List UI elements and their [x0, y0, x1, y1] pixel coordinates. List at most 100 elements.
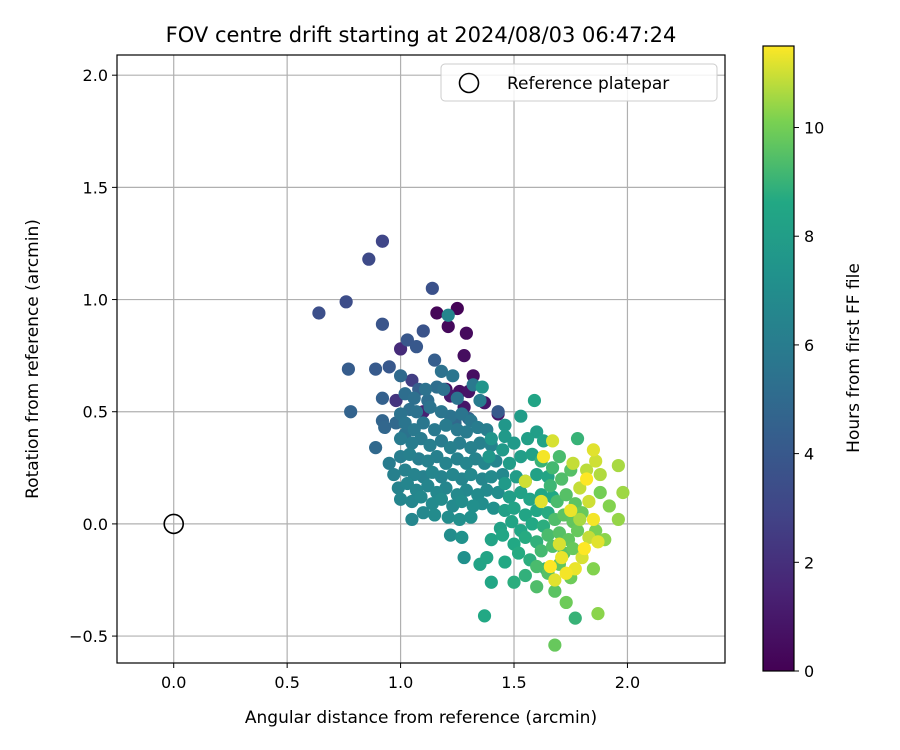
data-point: [369, 441, 383, 455]
data-point: [518, 474, 532, 488]
data-point: [491, 485, 505, 500]
colorbar-label: Hours from first FF file: [844, 263, 864, 453]
data-point: [484, 575, 498, 589]
data-point: [423, 438, 437, 452]
data-point: [559, 566, 573, 580]
data-point: [450, 391, 464, 405]
x-axis-label: Angular distance from reference (arcmin): [245, 708, 597, 728]
data-point: [543, 479, 557, 493]
legend-box: [440, 63, 718, 102]
chart-title: FOV centre drift starting at 2024/08/03 …: [166, 23, 677, 47]
data-point: [428, 353, 442, 367]
data-point: [530, 425, 544, 439]
data-point: [393, 432, 408, 446]
data-point: [514, 409, 528, 423]
data-point: [552, 526, 566, 540]
data-point: [543, 559, 557, 574]
data-point: [421, 479, 435, 493]
data-point: [536, 434, 551, 448]
data-point: [486, 501, 501, 515]
data-point: [525, 517, 539, 531]
data-point: [514, 449, 528, 464]
legend-marker: [458, 72, 480, 94]
data-point: [441, 319, 455, 334]
data-point: [616, 485, 630, 500]
data-point: [552, 449, 566, 464]
data-point: [582, 494, 596, 509]
data-point: [566, 541, 580, 556]
data-point: [530, 559, 544, 574]
data-point: [530, 580, 544, 594]
data-point: [507, 575, 521, 589]
data-point: [496, 528, 510, 542]
colorbar-tick-label: 10: [804, 119, 824, 138]
data-point: [559, 488, 573, 502]
data-point: [534, 544, 548, 558]
data-point: [577, 541, 591, 556]
y-axis-label: Rotation from reference (arcmin): [23, 219, 43, 499]
data-point: [507, 436, 521, 450]
data-point: [414, 490, 428, 504]
data-point: [418, 382, 433, 396]
data-point: [521, 432, 535, 446]
data-point: [564, 503, 578, 518]
data-point: [586, 443, 601, 457]
data-point: [484, 470, 498, 484]
data-point: [502, 490, 517, 504]
y-tick-label: 1.0: [83, 291, 108, 310]
data-point: [511, 546, 526, 560]
data-point: [389, 393, 403, 408]
data-point: [466, 499, 480, 513]
data-point: [441, 308, 455, 322]
y-tick-label: 2.0: [83, 66, 108, 85]
data-point: [407, 423, 421, 437]
y-tick-label: 0.5: [83, 403, 108, 422]
y-tick-label: 0.0: [83, 515, 108, 534]
data-point: [484, 533, 498, 547]
data-point: [475, 380, 489, 394]
x-tick-label: 0.0: [161, 673, 186, 692]
data-point: [477, 609, 492, 623]
data-point: [409, 340, 424, 354]
data-point: [518, 530, 532, 544]
data-point: [446, 369, 460, 383]
data-point: [405, 436, 419, 450]
data-point: [591, 535, 605, 549]
data-point: [459, 456, 473, 470]
data-point: [339, 295, 353, 309]
data-point: [457, 349, 471, 363]
data-point: [602, 499, 616, 513]
data-point: [375, 234, 390, 248]
data-point: [430, 306, 444, 320]
data-point: [555, 550, 569, 565]
data-point: [498, 476, 512, 491]
data-point: [434, 434, 449, 448]
data-point: [455, 494, 469, 509]
data-point: [362, 252, 376, 266]
data-point: [341, 362, 356, 376]
data-point: [570, 524, 585, 538]
data-point: [530, 467, 544, 482]
y-axis-ticks: −0.5 0.0 0.5 1.0 1.5 2.0: [69, 66, 117, 646]
data-point: [441, 510, 455, 524]
data-point: [559, 595, 573, 610]
data-point: [455, 407, 469, 421]
data-point: [434, 405, 449, 419]
data-point: [437, 382, 451, 396]
data-point: [464, 510, 478, 524]
data-point: [405, 512, 419, 527]
data-point: [416, 416, 430, 430]
data-point: [496, 443, 510, 457]
data-point: [491, 405, 505, 419]
data-point: [393, 492, 408, 506]
data-point: [421, 454, 435, 468]
x-axis-ticks: 0.0 0.5 1.0 1.5 2.0: [161, 663, 640, 692]
data-point: [573, 512, 587, 527]
data-point: [446, 467, 460, 482]
legend: Reference platepar: [440, 63, 718, 102]
colorbar-ticks: 0 2 4 6 8 10: [794, 119, 824, 681]
plot-frame: [116, 54, 726, 664]
data-point: [507, 501, 521, 515]
colorbar-tick-label: 6: [804, 336, 814, 355]
